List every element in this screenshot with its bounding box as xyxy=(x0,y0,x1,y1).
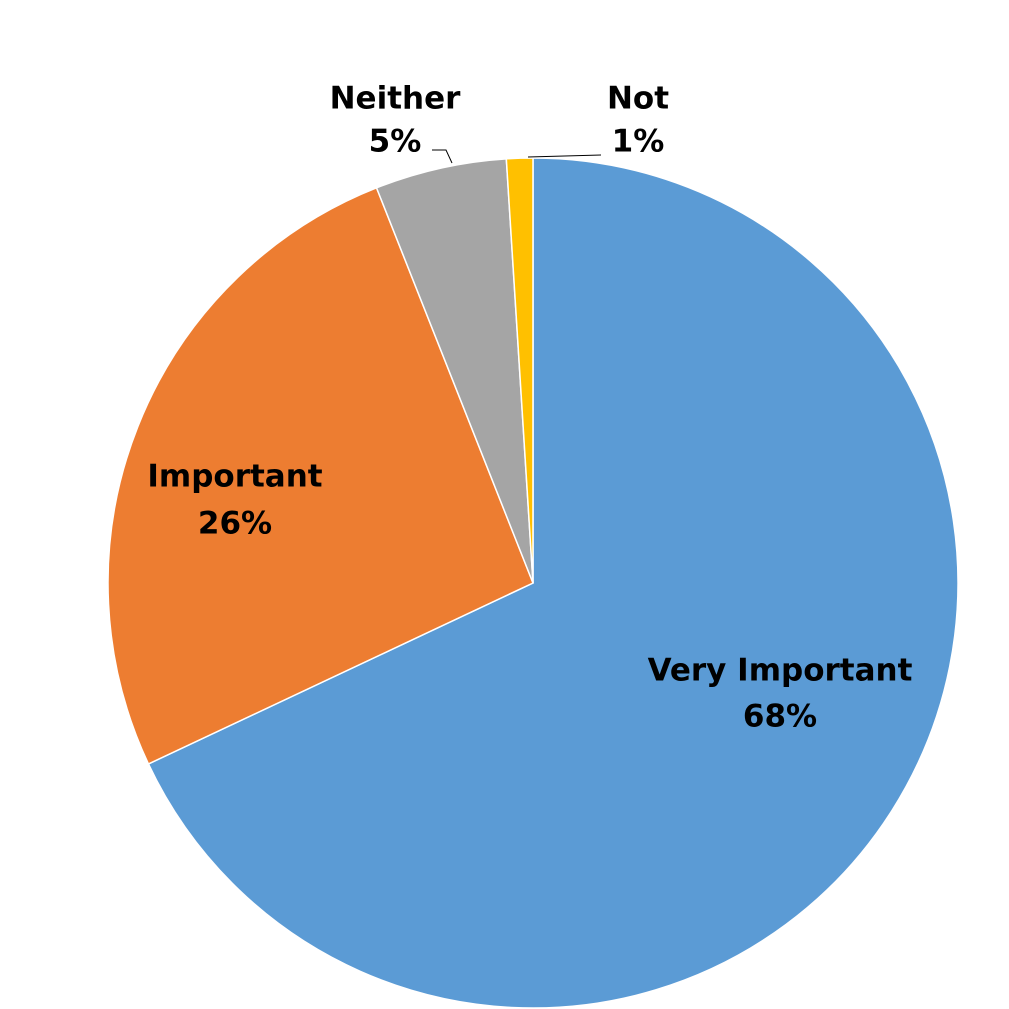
category-label: Important xyxy=(147,459,322,495)
pie-slice xyxy=(505,157,534,584)
value-label: 26% xyxy=(198,506,272,542)
pie-slice xyxy=(107,186,534,765)
value-label: 1% xyxy=(612,124,665,160)
leader-line xyxy=(432,149,453,164)
leader-line xyxy=(527,154,602,158)
value-label: 68% xyxy=(743,699,817,735)
category-label: Not xyxy=(607,81,669,117)
category-label: Neither xyxy=(330,81,462,117)
value-label: 5% xyxy=(369,124,422,160)
pie-slice xyxy=(147,157,959,1009)
category-label: Very Important xyxy=(648,653,913,689)
